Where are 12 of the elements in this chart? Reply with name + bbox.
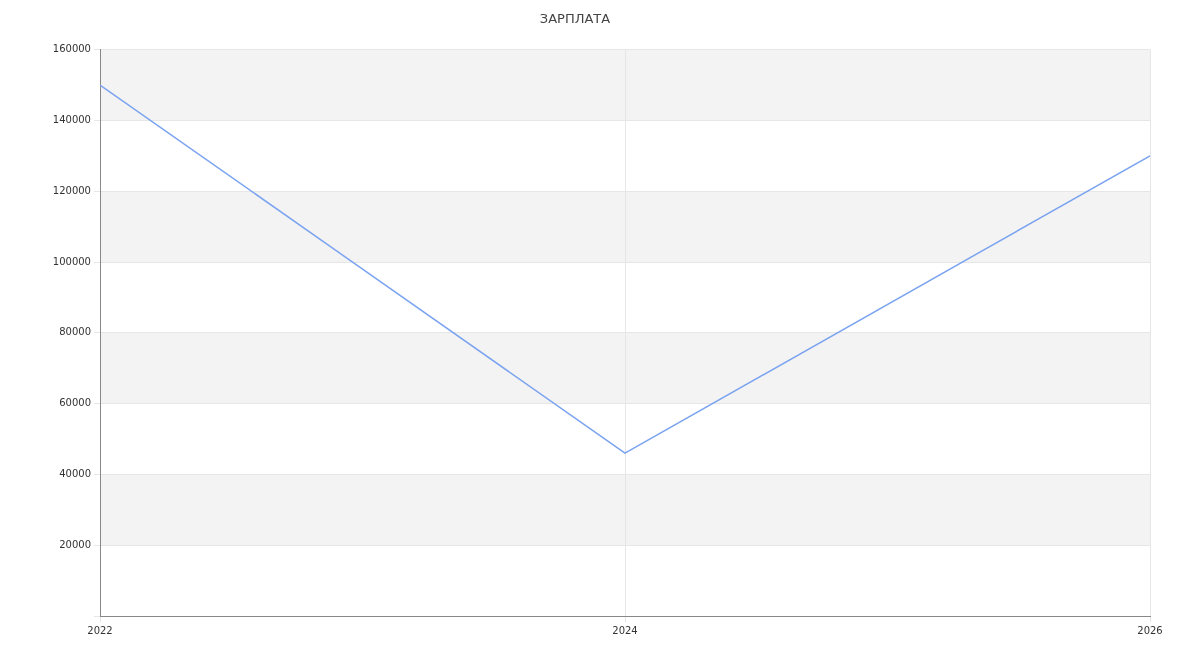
y-tick-label: 100000: [52, 255, 91, 267]
y-tick-label: 160000: [52, 43, 91, 55]
x-tick-label: 2022: [87, 624, 113, 636]
x-tick-label: 2024: [612, 624, 638, 636]
y-tick-label: 140000: [52, 113, 91, 125]
x-tick-label: 2026: [1137, 624, 1163, 636]
chart-title: ЗАРПЛАТА: [539, 11, 611, 27]
y-tick-label: 60000: [59, 397, 91, 409]
y-tick-label: 120000: [52, 184, 91, 196]
y-tick-label: 40000: [59, 467, 91, 479]
y-tick-label: 80000: [59, 326, 91, 338]
y-tick-label: 20000: [59, 538, 91, 550]
